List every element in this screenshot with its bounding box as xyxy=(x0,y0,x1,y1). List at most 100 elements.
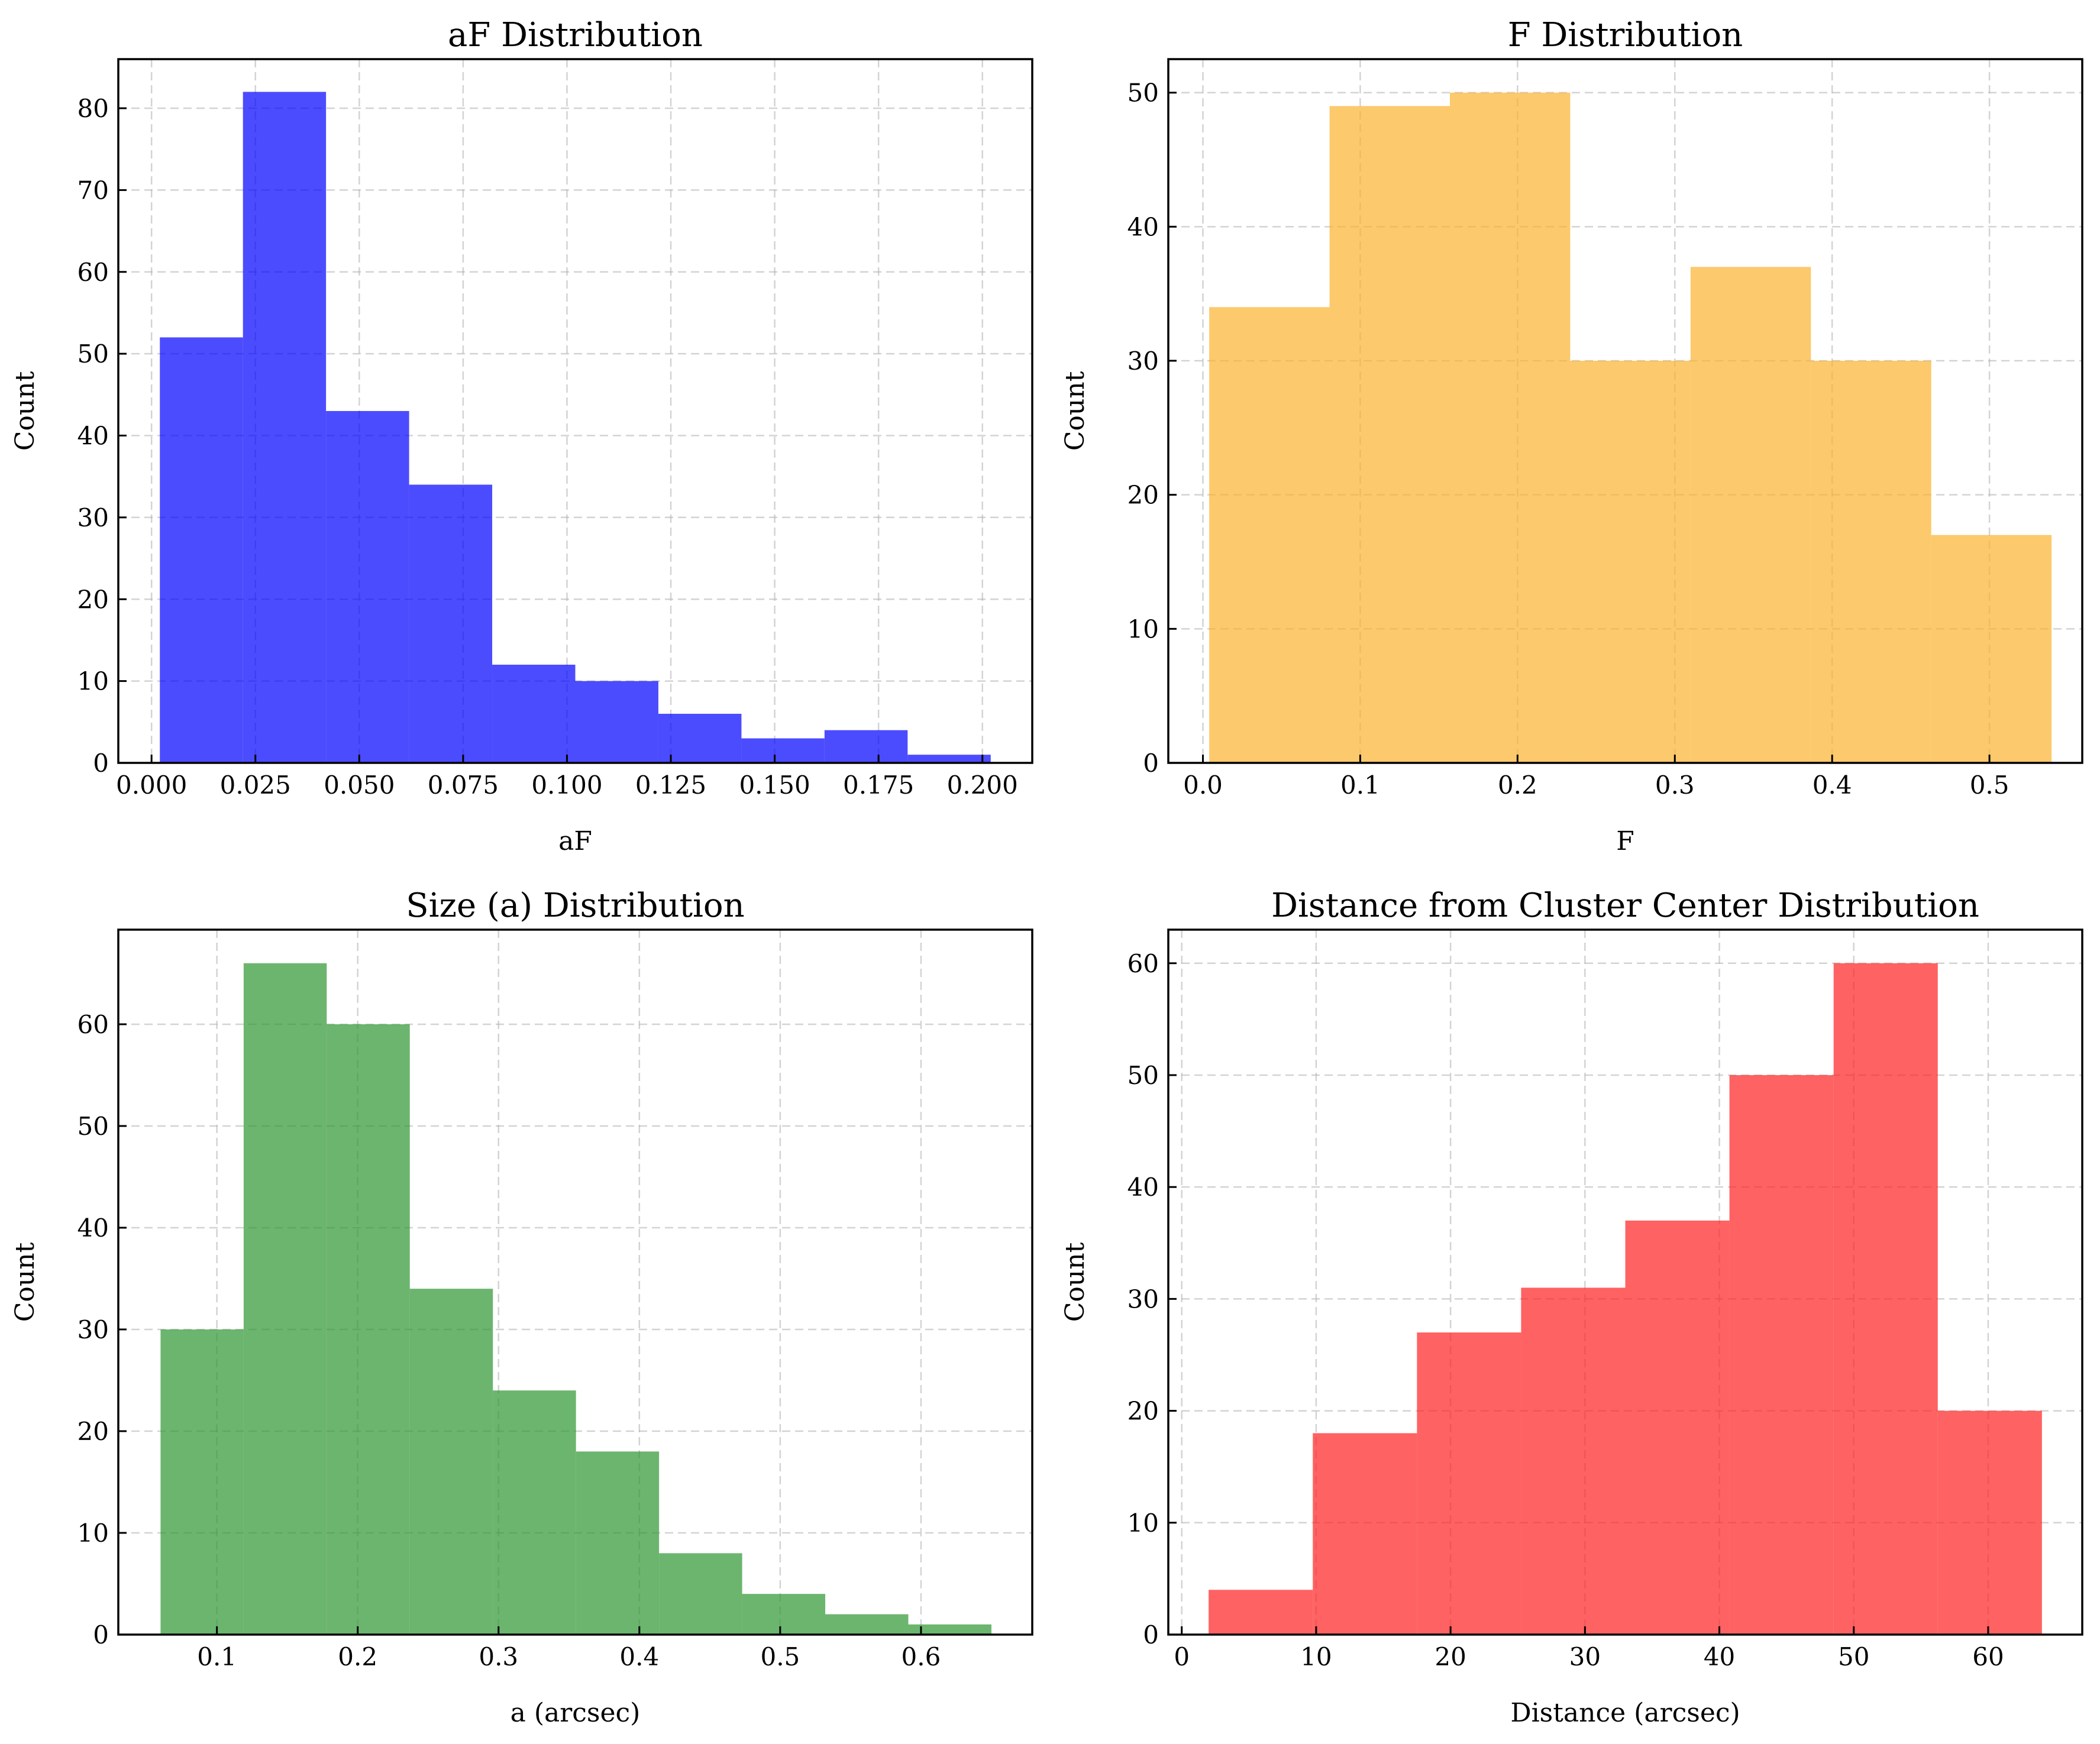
distance-x-tick-label-0: 0 xyxy=(1174,1642,1190,1671)
af-x-tick-label-1: 0.025 xyxy=(220,771,291,800)
size-bars xyxy=(160,963,991,1635)
size-x-tick-label-2: 0.3 xyxy=(479,1642,518,1671)
distance-y-tick-label-3: 30 xyxy=(1127,1284,1159,1313)
f-x-tick-label-3: 0.3 xyxy=(1655,771,1695,800)
af-y-tick-label-7: 70 xyxy=(77,176,109,205)
distance-y-tick-label-6: 60 xyxy=(1127,949,1159,978)
af-bar-1 xyxy=(243,92,327,763)
distance-y-tick-label-5: 50 xyxy=(1127,1061,1159,1090)
distance-x-tick-label-3: 30 xyxy=(1569,1642,1601,1671)
f-bar-3 xyxy=(1570,361,1691,763)
distance-x-axis-label: Distance (arcsec) xyxy=(1510,1698,1740,1728)
size-y-axis-label: Count xyxy=(10,1242,40,1322)
size-bar-9 xyxy=(908,1624,991,1635)
af-ticks: 0.000 0.025 0.050 0.075 0.100 0.125 0.150 0.175… xyxy=(77,94,1018,800)
distance-bar-7 xyxy=(1937,1410,2042,1635)
distance-bar-6 xyxy=(1833,963,1938,1635)
size-ticks: 0.1 0.2 0.3 0.4 0.5 0.6 0 10 20 30 40 50 60 xyxy=(77,1010,941,1671)
f-bar-5 xyxy=(1811,361,1931,763)
f-x-tick-label-2: 0.2 xyxy=(1498,771,1537,800)
f-bar-4 xyxy=(1690,267,1811,763)
size-y-tick-label-5: 50 xyxy=(77,1112,109,1141)
af-y-tick-label-0: 0 xyxy=(93,749,109,778)
size-bar-1 xyxy=(243,963,327,1635)
af-distribution-panel: 0.000 0.025 0.050 0.075 0.100 0.125 0.150 0.175… xyxy=(10,16,1033,856)
distance-x-tick-label-1: 10 xyxy=(1300,1642,1332,1671)
size-x-tick-label-4: 0.5 xyxy=(760,1642,800,1671)
f-bar-2 xyxy=(1449,92,1571,763)
size-x-tick-label-0: 0.1 xyxy=(197,1642,237,1671)
f-bar-6 xyxy=(1931,535,2052,763)
distance-x-tick-label-6: 60 xyxy=(1972,1642,2004,1671)
distance-y-tick-label-1: 10 xyxy=(1127,1509,1159,1538)
af-bar-5 xyxy=(575,681,658,763)
af-bars xyxy=(160,92,991,763)
af-y-tick-label-8: 80 xyxy=(77,94,109,123)
af-y-tick-label-4: 40 xyxy=(77,422,109,451)
size-bar-7 xyxy=(742,1594,826,1635)
size-y-tick-label-4: 40 xyxy=(77,1214,109,1243)
distance-y-axis-label: Count xyxy=(1060,1242,1090,1322)
size-bar-2 xyxy=(327,1024,410,1635)
size-bar-0 xyxy=(160,1329,244,1635)
f-y-tick-label-5: 50 xyxy=(1127,79,1159,108)
f-x-axis-label: F xyxy=(1616,826,1634,856)
f-y-tick-label-3: 30 xyxy=(1127,347,1159,376)
distance-bar-3 xyxy=(1521,1287,1626,1635)
distance-bar-2 xyxy=(1417,1332,1521,1635)
af-x-tick-label-0: 0.000 xyxy=(116,771,187,800)
distance-bar-0 xyxy=(1209,1590,1313,1635)
af-y-tick-label-6: 60 xyxy=(77,258,109,287)
af-x-axis-label: aF xyxy=(558,826,592,856)
size-bar-3 xyxy=(409,1289,493,1635)
f-bar-0 xyxy=(1209,307,1330,763)
size-y-tick-label-6: 60 xyxy=(77,1010,109,1039)
distance-y-tick-label-2: 20 xyxy=(1127,1397,1159,1426)
af-y-tick-label-5: 50 xyxy=(77,339,109,368)
size-bar-5 xyxy=(576,1451,660,1635)
size-plot-frame xyxy=(117,928,1033,1636)
af-x-tick-label-2: 0.050 xyxy=(324,771,395,800)
af-x-tick-label-8: 0.200 xyxy=(947,771,1018,800)
size-x-axis-label: a (arcsec) xyxy=(511,1698,641,1728)
af-y-axis-label: Count xyxy=(10,371,40,451)
size-x-tick-label-5: 0.6 xyxy=(902,1642,941,1671)
af-bar-4 xyxy=(492,664,576,763)
size-y-tick-label-1: 10 xyxy=(77,1519,109,1548)
af-x-tick-label-7: 0.175 xyxy=(843,771,914,800)
af-bar-7 xyxy=(741,738,825,763)
distance-bars xyxy=(1209,963,2042,1635)
af-bar-8 xyxy=(824,730,908,763)
af-y-tick-label-1: 10 xyxy=(77,667,109,696)
af-chart-title: aF Distribution xyxy=(448,16,703,54)
distance-bar-1 xyxy=(1313,1433,1417,1635)
size-x-tick-label-1: 0.2 xyxy=(338,1642,377,1671)
f-bars xyxy=(1209,92,2052,763)
f-chart-title: F Distribution xyxy=(1508,16,1743,54)
distance-x-tick-label-2: 20 xyxy=(1435,1642,1466,1671)
f-x-tick-label-0: 0.0 xyxy=(1183,771,1223,800)
distance-bar-4 xyxy=(1625,1220,1730,1635)
f-x-tick-label-1: 0.1 xyxy=(1340,771,1380,800)
distance-plot-frame xyxy=(1167,928,2083,1636)
f-x-tick-label-5: 0.5 xyxy=(1970,771,2009,800)
f-y-axis-label: Count xyxy=(1060,371,1090,451)
f-y-tick-label-4: 40 xyxy=(1127,212,1159,241)
af-bar-9 xyxy=(907,755,991,763)
af-plot-frame xyxy=(117,58,1033,764)
distance-y-tick-label-0: 0 xyxy=(1143,1620,1159,1649)
distance-ticks: 0 10 20 30 40 50 60 0 10 20 30 40 50 60 xyxy=(1127,949,2004,1671)
af-y-tick-label-3: 30 xyxy=(77,503,109,532)
f-plot-frame xyxy=(1167,58,2083,764)
size-bar-4 xyxy=(493,1390,576,1635)
distance-x-tick-label-5: 50 xyxy=(1838,1642,1869,1671)
f-y-tick-label-1: 10 xyxy=(1127,614,1159,643)
f-x-tick-label-4: 0.4 xyxy=(1813,771,1852,800)
af-bar-6 xyxy=(658,713,742,763)
af-y-tick-label-2: 20 xyxy=(77,585,109,614)
af-x-tick-label-4: 0.100 xyxy=(531,771,602,800)
distance-bar-5 xyxy=(1729,1075,1834,1635)
af-bar-3 xyxy=(409,484,493,763)
size-bar-8 xyxy=(825,1614,909,1635)
size-x-tick-label-3: 0.4 xyxy=(619,1642,659,1671)
